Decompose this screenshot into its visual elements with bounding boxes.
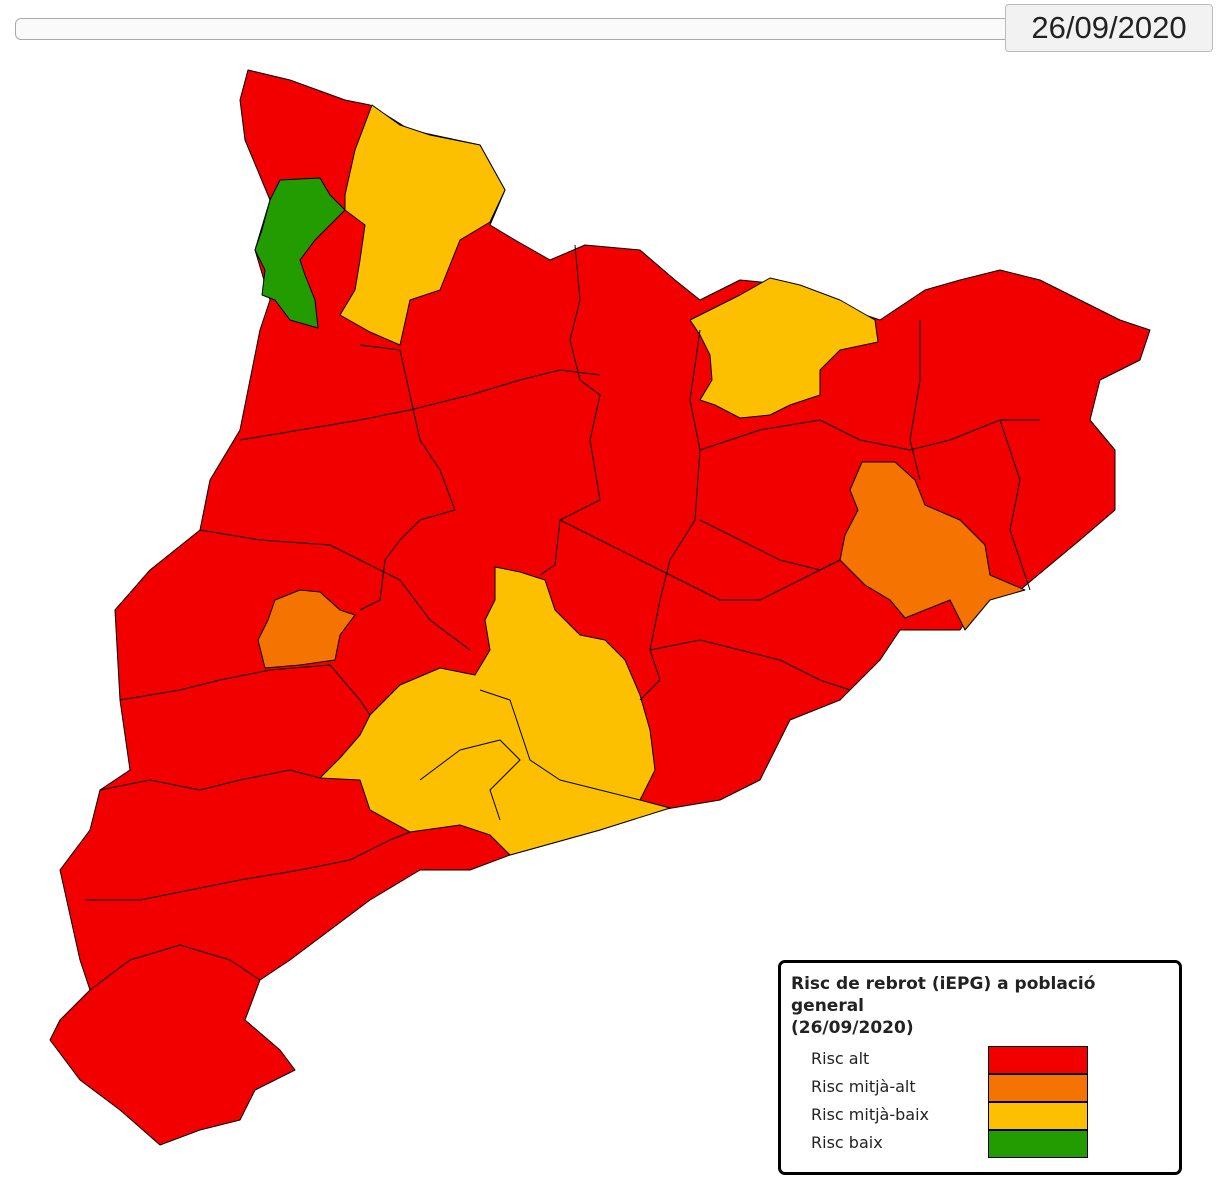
legend-item: Risc mitjà-baix — [811, 1102, 1171, 1130]
region — [839, 461, 1026, 631]
legend-title: Risc de rebrot (iEPG) a població general — [791, 974, 1096, 1016]
legend-label: Risc mitjà-alt — [811, 1077, 916, 1096]
date-display: 26/09/2020 — [1005, 4, 1213, 52]
legend-swatch — [988, 1046, 1088, 1074]
region-border — [909, 320, 921, 481]
region-border — [559, 519, 841, 601]
region — [257, 589, 356, 669]
legend-subtitle: (26/09/2020) — [791, 1018, 914, 1038]
region-border — [539, 244, 601, 576]
legend-item: Risc mitjà-alt — [811, 1074, 1171, 1102]
legend-label: Risc mitjà-baix — [811, 1105, 929, 1124]
legend-swatch — [988, 1130, 1088, 1158]
region-border — [639, 329, 701, 701]
region-border — [199, 529, 471, 651]
region-border — [649, 639, 851, 691]
legend-swatch — [988, 1102, 1088, 1130]
region — [319, 566, 671, 856]
region-border — [99, 769, 321, 791]
region — [339, 104, 506, 346]
region-border — [999, 419, 1031, 591]
legend-swatch — [988, 1074, 1088, 1102]
region — [689, 277, 879, 419]
region-border — [359, 344, 456, 611]
region-border — [699, 419, 1040, 451]
region — [254, 177, 346, 329]
region-border — [119, 664, 371, 716]
legend-item: Risc baix — [811, 1130, 1171, 1158]
region-border — [419, 739, 521, 821]
region-border — [479, 689, 641, 801]
legend: Risc de rebrot (iEPG) a població general… — [778, 960, 1182, 1175]
legend-label: Risc baix — [811, 1133, 883, 1152]
legend-label: Risc alt — [811, 1049, 870, 1068]
region-border — [89, 944, 261, 991]
region-border — [239, 369, 601, 441]
legend-item: Risc alt — [811, 1046, 1171, 1074]
region-border — [85, 831, 411, 901]
